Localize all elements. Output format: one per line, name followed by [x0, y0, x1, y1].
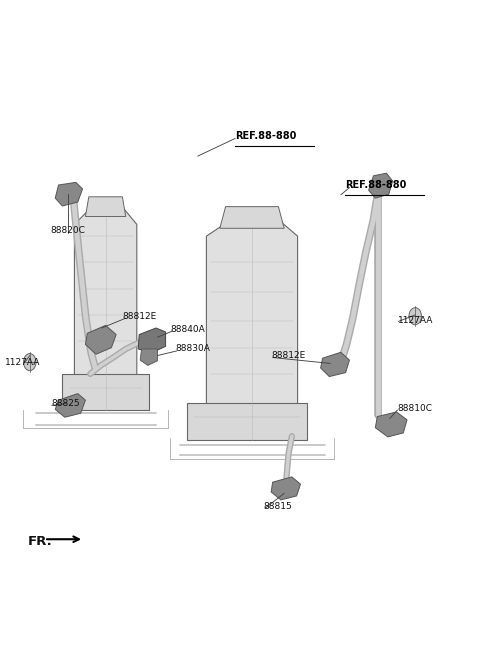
Polygon shape — [55, 394, 85, 417]
Polygon shape — [206, 222, 298, 413]
Text: 1127AA: 1127AA — [398, 316, 434, 325]
Polygon shape — [220, 207, 284, 228]
Polygon shape — [62, 374, 149, 410]
Polygon shape — [321, 352, 349, 377]
Circle shape — [409, 308, 421, 325]
Text: 88820C: 88820C — [50, 226, 85, 236]
Polygon shape — [74, 210, 137, 384]
Text: 88825: 88825 — [52, 399, 81, 408]
Text: 88812E: 88812E — [122, 312, 156, 321]
Text: REF.88-880: REF.88-880 — [345, 180, 406, 190]
Polygon shape — [187, 403, 307, 440]
Text: 88810C: 88810C — [397, 403, 432, 413]
Polygon shape — [138, 328, 166, 353]
Text: 88812E: 88812E — [271, 351, 305, 360]
Text: REF.88-880: REF.88-880 — [235, 131, 297, 142]
Polygon shape — [140, 349, 157, 365]
Text: 88840A: 88840A — [170, 325, 205, 334]
Text: FR.: FR. — [28, 535, 53, 548]
Polygon shape — [85, 197, 126, 216]
Polygon shape — [375, 412, 407, 437]
Text: 88830A: 88830A — [175, 344, 210, 354]
Text: 1127AA: 1127AA — [5, 358, 40, 367]
Text: 88815: 88815 — [263, 502, 292, 511]
Polygon shape — [369, 173, 393, 198]
Polygon shape — [271, 477, 300, 500]
Circle shape — [24, 354, 36, 371]
Polygon shape — [55, 182, 83, 206]
Polygon shape — [85, 325, 116, 354]
